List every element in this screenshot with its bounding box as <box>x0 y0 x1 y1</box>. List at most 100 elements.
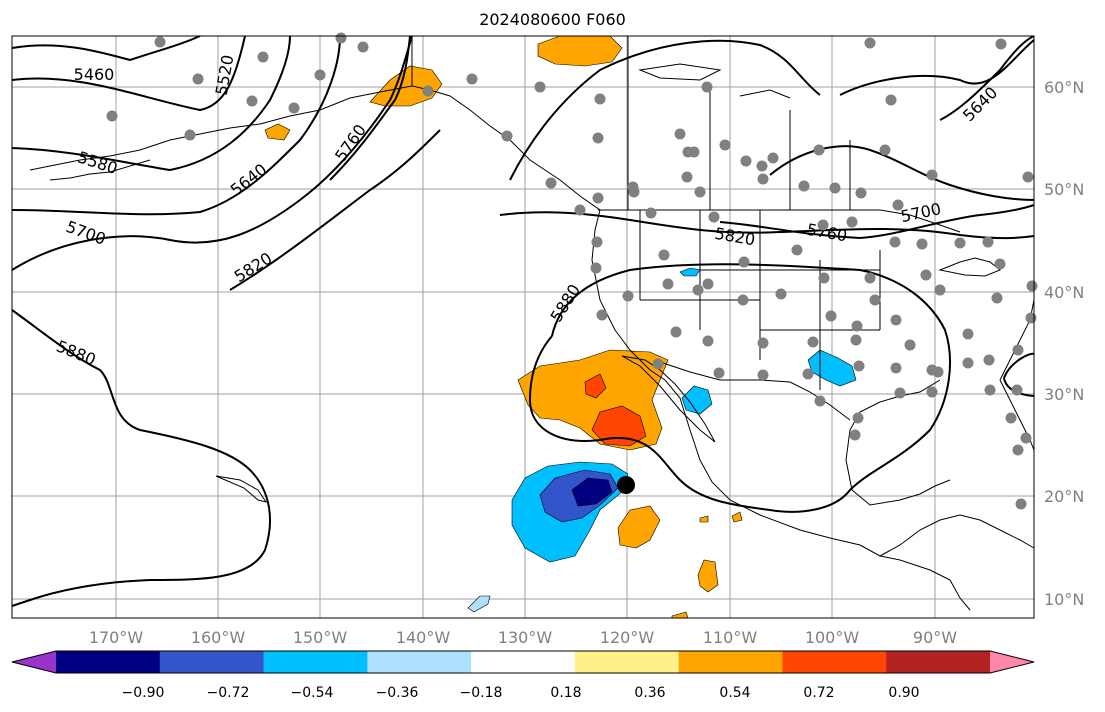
station-marker <box>674 128 686 140</box>
contour-5880-west <box>11 309 271 607</box>
station-marker <box>184 129 196 141</box>
station-marker <box>681 171 693 183</box>
lon-label: 140°W <box>396 628 451 647</box>
station-marker <box>106 110 118 122</box>
contour-5520 <box>11 35 246 112</box>
station-marker <box>1025 312 1037 324</box>
colorbar-segment <box>56 651 161 673</box>
station-marker <box>596 309 608 321</box>
station-marker <box>622 290 634 302</box>
station-marker <box>740 155 752 167</box>
station-marker <box>1026 280 1038 292</box>
station-marker <box>719 139 731 151</box>
station-marker <box>662 278 674 290</box>
strong-negative-anomaly-area <box>571 477 613 507</box>
station-marker <box>192 73 204 85</box>
station-marker <box>628 186 640 198</box>
station-marker <box>688 146 700 158</box>
colorbar-segment <box>574 651 680 673</box>
station-marker <box>288 102 300 114</box>
latitude-labels: 60°N 50°N 40°N 30°N 20°N 10°N <box>1044 78 1084 609</box>
colorbar-outline <box>11 650 1035 674</box>
lat-label: 20°N <box>1044 487 1084 506</box>
station-marker <box>1005 412 1017 424</box>
station-marker <box>335 32 347 44</box>
station-marker <box>890 362 902 374</box>
central-america <box>879 514 1035 557</box>
lat-label: 30°N <box>1044 385 1084 404</box>
negative-anomaly-area <box>681 385 713 415</box>
station-marker <box>982 236 994 248</box>
station-marker <box>934 284 946 296</box>
station-marker <box>926 386 938 398</box>
station-marker <box>767 152 779 164</box>
lon-label: 150°W <box>293 628 348 647</box>
station-marker <box>995 38 1007 50</box>
station-marker <box>314 69 326 81</box>
station-marker <box>991 292 1003 304</box>
station-marker <box>889 236 901 248</box>
colorbar-segment <box>782 651 887 673</box>
lon-label: 100°W <box>805 628 860 647</box>
station-marker <box>851 320 863 332</box>
aleutians <box>49 159 151 181</box>
station-markers <box>106 32 1038 510</box>
station-marker <box>652 358 664 370</box>
station-marker <box>818 272 830 284</box>
colorbar-tick-label: −0.90 <box>122 685 165 701</box>
colorbar-labels: −0.90 −0.72 −0.54 −0.36 −0.18 0.18 0.36 … <box>122 685 920 701</box>
contour-label: 5460 <box>74 65 115 84</box>
station-marker <box>926 169 938 181</box>
colorbar-segment <box>678 651 783 673</box>
station-marker <box>1015 498 1027 510</box>
lon-label: 90°W <box>913 628 957 647</box>
contour-5580 <box>11 35 291 172</box>
station-marker <box>708 211 720 223</box>
station-marker <box>713 367 725 379</box>
positive-anomaly-area <box>369 65 443 107</box>
anomaly-shading <box>264 35 857 619</box>
coastlines-and-borders <box>29 36 1035 611</box>
colorbar-segment <box>12 651 56 673</box>
lon-label: 110°W <box>703 628 758 647</box>
florida <box>999 379 1035 451</box>
station-marker <box>757 369 769 381</box>
colorbar-tick-label: −0.18 <box>460 685 503 701</box>
positive-anomaly-area <box>264 123 291 141</box>
station-marker <box>645 207 657 219</box>
station-marker <box>846 216 858 228</box>
lat-label: 50°N <box>1044 180 1084 199</box>
hudson-bay <box>638 63 791 99</box>
station-marker <box>890 314 902 326</box>
colorbar-segment <box>263 651 368 673</box>
station-marker <box>926 364 938 376</box>
station-marker <box>894 387 906 399</box>
station-marker <box>879 144 891 156</box>
contour-5700 <box>11 35 413 271</box>
north-america-coastline <box>411 36 971 611</box>
us-canada-border <box>598 209 961 233</box>
station-marker <box>534 81 546 93</box>
station-marker <box>658 249 670 261</box>
station-marker <box>592 192 604 204</box>
station-marker <box>962 328 974 340</box>
colorbar-tick-label: −0.72 <box>207 685 250 701</box>
station-marker <box>1022 171 1034 183</box>
contour-5460 <box>11 35 201 62</box>
station-marker <box>590 262 602 274</box>
colorbar-tick-label: 0.72 <box>803 685 834 701</box>
us-states <box>639 210 881 390</box>
station-marker <box>594 93 606 105</box>
station-marker <box>154 36 166 48</box>
colorbar-segment <box>159 651 265 673</box>
station-marker <box>257 51 269 63</box>
contour-5640-east <box>939 35 1035 121</box>
station-marker <box>829 182 841 194</box>
station-marker <box>850 334 862 346</box>
station-marker <box>501 130 513 142</box>
contour-5820-east <box>499 211 1035 240</box>
positive-anomaly-area <box>537 35 623 67</box>
station-marker <box>869 294 881 306</box>
lon-label: 160°W <box>191 628 246 647</box>
colorbar-tick-label: −0.54 <box>291 685 334 701</box>
